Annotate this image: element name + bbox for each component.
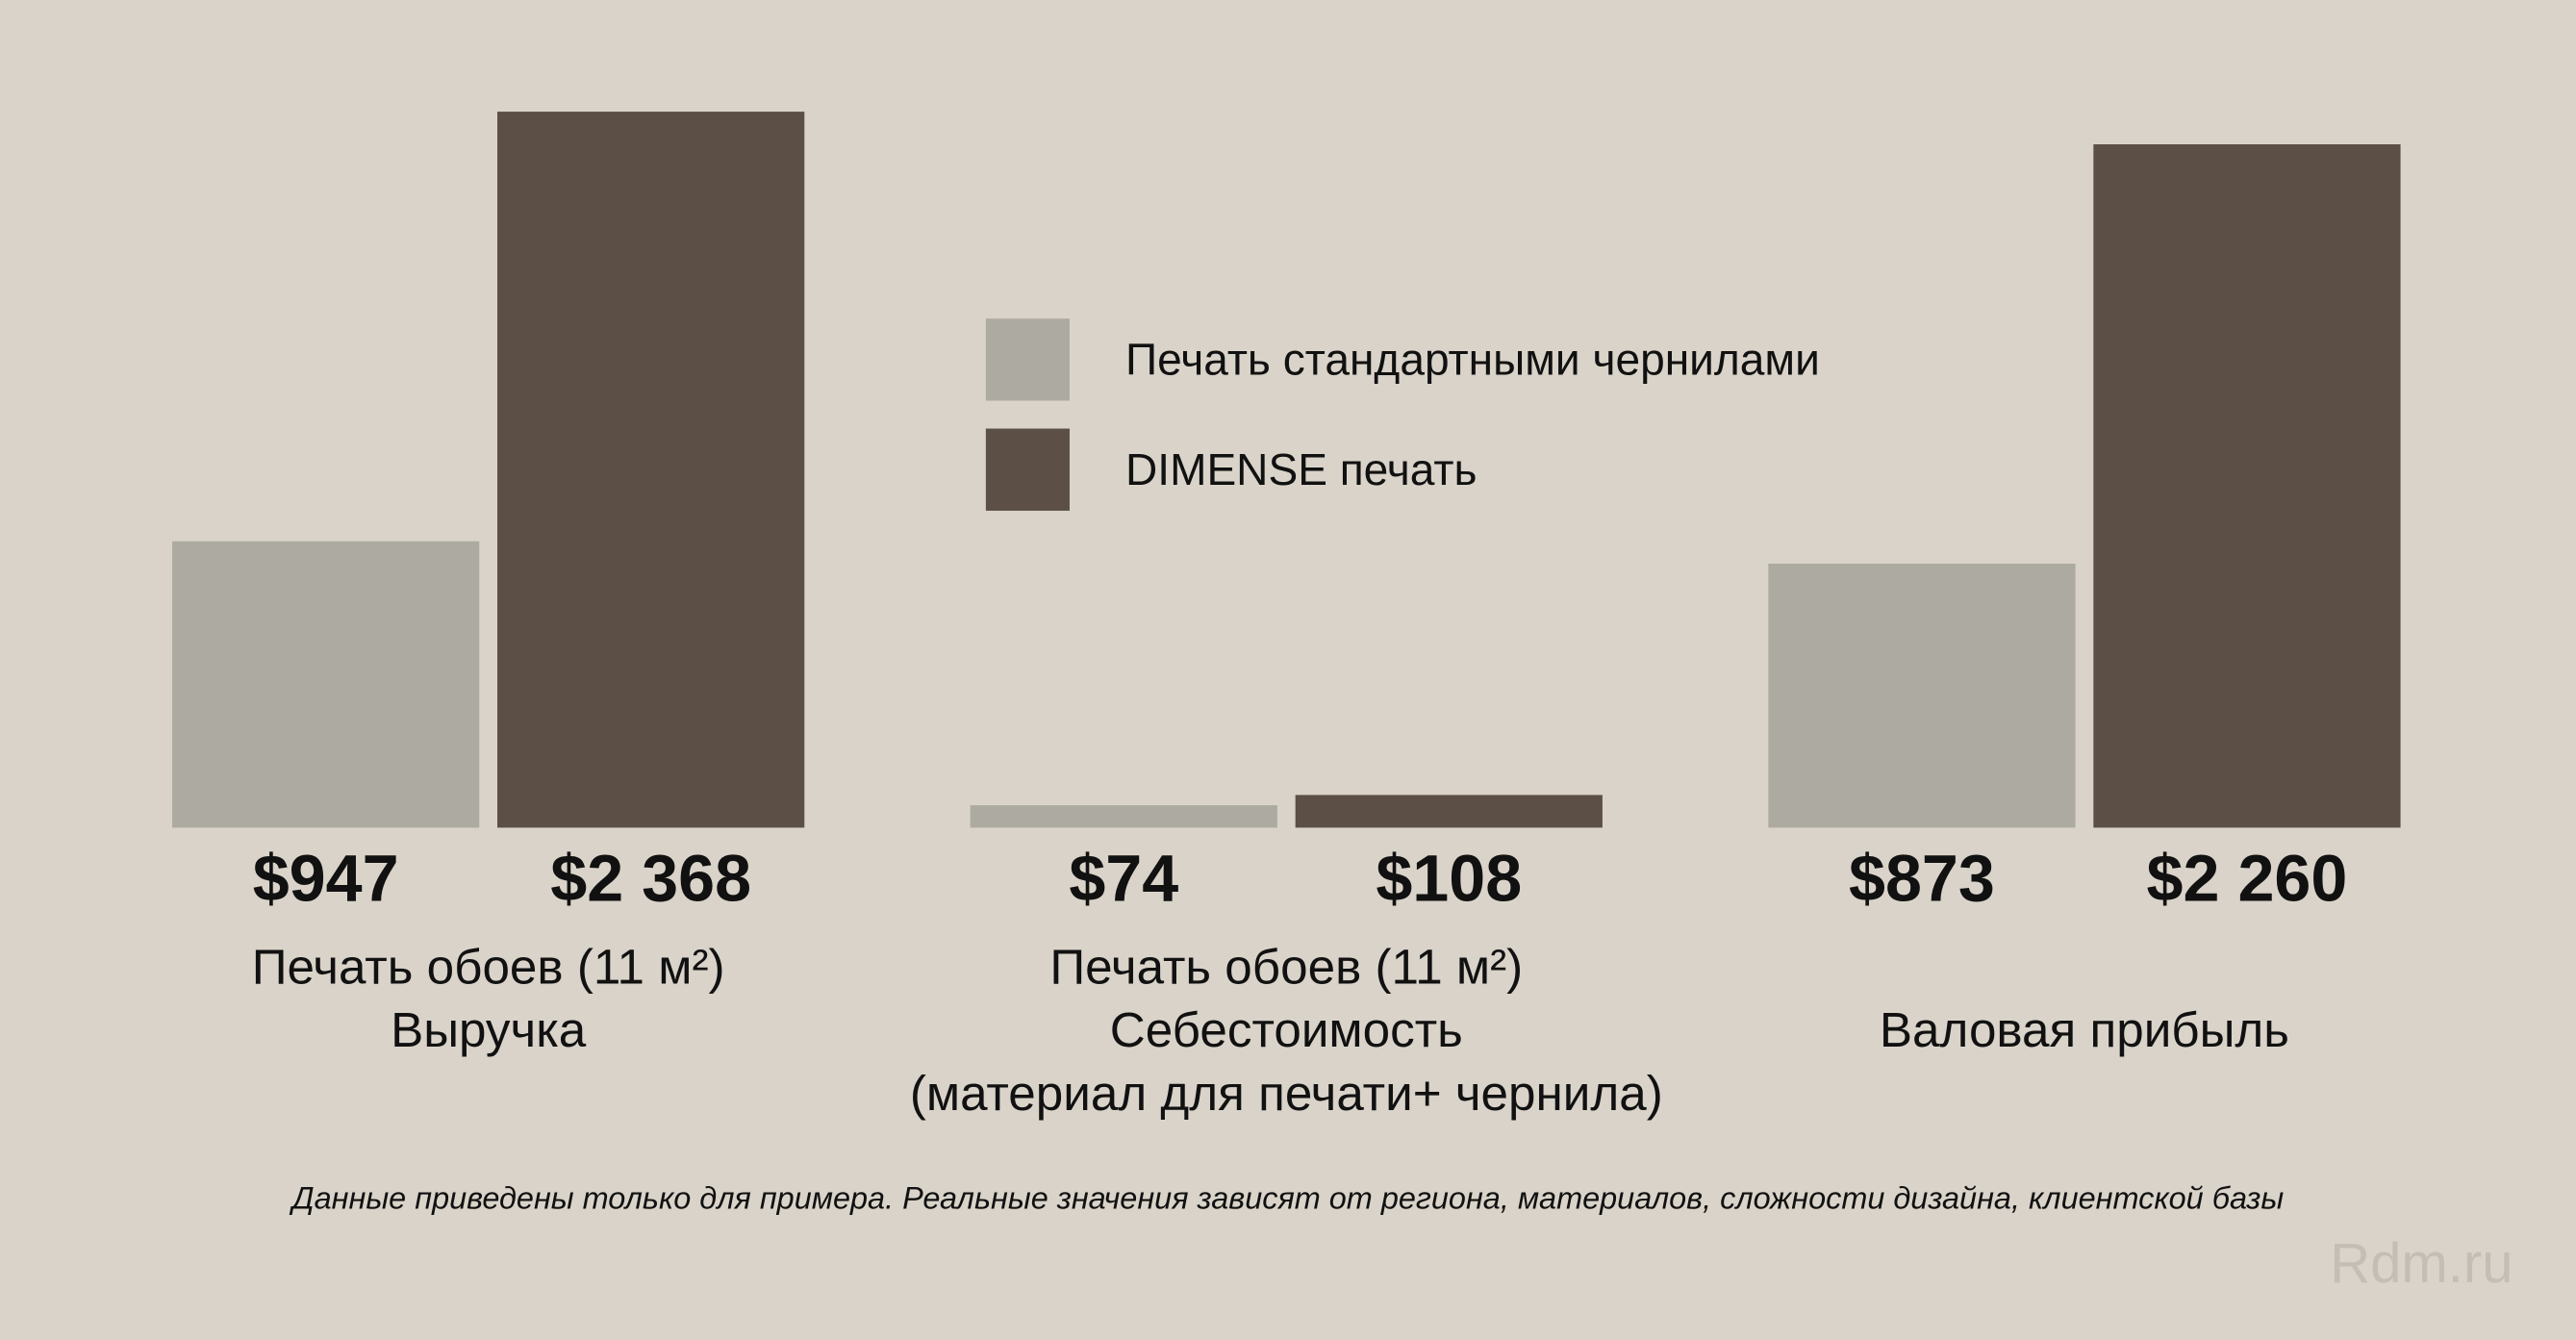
value-label: $947 xyxy=(253,842,399,915)
watermark: Rdm.ru xyxy=(2330,1232,2513,1295)
category-label: Печать обоев (11 м²) xyxy=(252,939,725,994)
value-label: $873 xyxy=(1849,842,1995,915)
category-label: Валовая прибыль xyxy=(1880,1002,2289,1057)
footnote: Данные приведены только для примера. Реа… xyxy=(290,1180,2285,1215)
legend-label: DIMENSE печать xyxy=(1125,444,1477,494)
bar xyxy=(497,112,805,828)
category-label: Выручка xyxy=(391,1002,587,1057)
bar xyxy=(970,805,1277,828)
value-label: $2 368 xyxy=(550,842,751,915)
category-label: Себестоимость xyxy=(1110,1002,1463,1057)
bar xyxy=(1295,795,1603,828)
value-label: $2 260 xyxy=(2147,842,2348,915)
category-label: Печать обоев (11 м²) xyxy=(1049,939,1523,994)
value-label: $74 xyxy=(1069,842,1178,915)
legend-swatch xyxy=(985,428,1070,511)
bar xyxy=(2093,144,2401,828)
legend-swatch xyxy=(985,318,1070,401)
value-label: $108 xyxy=(1376,842,1522,915)
legend-label: Печать стандартными чернилами xyxy=(1125,334,1820,384)
bar xyxy=(1768,563,2076,828)
category-label: (материал для печати+ чернила) xyxy=(910,1066,1663,1121)
bar xyxy=(172,541,480,828)
